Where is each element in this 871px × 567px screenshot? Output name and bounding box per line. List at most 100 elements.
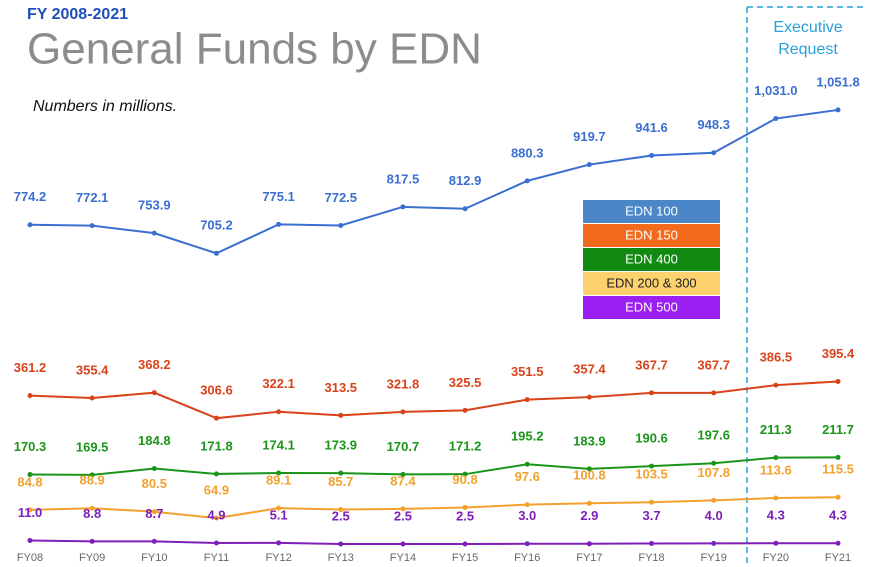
chart-note: Numbers in millions.: [33, 98, 177, 115]
data-label: 211.7: [822, 422, 854, 437]
data-label: 107.8: [697, 465, 730, 480]
data-label: 817.5: [387, 171, 420, 186]
data-point: [649, 540, 655, 546]
data-label: 705.2: [200, 218, 233, 233]
data-label: 775.1: [262, 189, 295, 204]
data-label: 395.4: [822, 346, 855, 361]
data-point: [649, 499, 655, 505]
series-line: [29, 456, 839, 476]
data-point: [400, 541, 406, 547]
data-point: [27, 537, 33, 543]
chart-subtitle: FY 2008-2021: [27, 6, 128, 23]
legend-swatch: [583, 224, 720, 247]
data-label: 322.1: [262, 376, 295, 391]
data-label: 85.7: [328, 474, 353, 489]
data-point: [89, 223, 95, 229]
data-label: 100.8: [573, 468, 606, 483]
data-point: [151, 538, 157, 544]
data-label: 8.8: [83, 506, 101, 521]
data-point: [213, 250, 219, 256]
data-point: [89, 538, 95, 544]
data-label: 919.7: [573, 129, 606, 144]
data-point: [586, 162, 592, 168]
x-tick-label: FY21: [825, 552, 851, 564]
data-point: [524, 461, 530, 467]
data-point: [462, 206, 468, 212]
data-label: 355.4: [76, 362, 109, 377]
legend-swatch: [583, 272, 720, 295]
data-point: [649, 463, 655, 469]
data-label: 306.6: [200, 383, 233, 398]
data-label: 80.5: [142, 476, 167, 491]
data-point: [213, 415, 219, 421]
data-label: 183.9: [573, 433, 606, 448]
data-label: 941.6: [635, 120, 668, 135]
data-label: 174.1: [262, 437, 295, 452]
x-tick-label: FY08: [17, 552, 43, 564]
data-label: 351.5: [511, 364, 544, 379]
data-point: [276, 470, 282, 476]
data-point: [151, 230, 157, 236]
data-point: [462, 504, 468, 510]
data-label: 88.9: [79, 473, 104, 488]
data-point: [276, 540, 282, 546]
data-label: 368.2: [138, 357, 171, 372]
legend-swatch: [583, 200, 720, 223]
legend-label: EDN 200 & 300: [606, 275, 696, 290]
data-point: [27, 507, 33, 513]
data-point: [213, 515, 219, 521]
data-label: 774.2: [14, 189, 47, 204]
data-point: [151, 466, 157, 472]
annotation-line: Executive: [773, 19, 842, 36]
data-label: 170.7: [387, 439, 420, 454]
data-label: 2.9: [580, 508, 598, 523]
data-label: 880.3: [511, 145, 544, 160]
data-label: 772.5: [324, 190, 357, 205]
data-label: 171.8: [200, 438, 233, 453]
x-tick-label: FY16: [514, 552, 540, 564]
data-label: 89.1: [266, 473, 291, 488]
data-label: 8.7: [145, 506, 163, 521]
data-point: [773, 540, 779, 546]
x-tick-label: FY13: [328, 552, 354, 564]
data-point: [711, 497, 717, 503]
legend-label: EDN 100: [625, 203, 678, 218]
x-tick-label: FY14: [390, 552, 416, 564]
data-label: 772.1: [76, 190, 109, 205]
data-point: [773, 495, 779, 501]
x-tick-label: FY11: [204, 552, 229, 564]
data-point: [276, 409, 282, 415]
data-label: 3.7: [642, 508, 660, 523]
data-point: [338, 412, 344, 418]
series-line: [29, 539, 838, 545]
data-label: 753.9: [138, 198, 171, 213]
data-point: [586, 500, 592, 506]
data-label: 1,051.8: [816, 74, 859, 89]
x-tick-label: FY17: [576, 552, 602, 564]
data-label: 948.3: [697, 117, 730, 132]
data-point: [586, 541, 592, 547]
data-point: [27, 222, 33, 228]
data-label: 190.6: [635, 431, 668, 446]
legend-label: EDN 500: [625, 299, 678, 314]
data-label: 2.5: [456, 508, 474, 523]
data-point: [213, 540, 219, 546]
data-label: 173.9: [324, 438, 357, 453]
data-label: 87.4: [390, 473, 416, 488]
data-point: [524, 502, 530, 508]
data-point: [338, 507, 344, 513]
x-tick-label: FY12: [265, 552, 291, 564]
data-point: [835, 540, 841, 546]
x-tick-label: FY20: [763, 552, 789, 564]
legend-swatch: [583, 296, 720, 319]
data-point: [835, 494, 841, 500]
data-label: 386.5: [760, 350, 793, 365]
data-point: [462, 407, 468, 413]
series-line: [29, 380, 839, 420]
data-label: 170.3: [14, 439, 47, 454]
data-point: [338, 470, 344, 476]
x-tick-label: FY10: [141, 552, 167, 564]
data-label: 325.5: [449, 375, 482, 390]
data-point: [400, 204, 406, 210]
